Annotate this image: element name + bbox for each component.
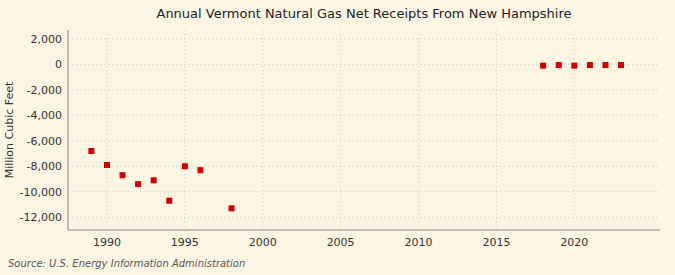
point (571, 63, 577, 69)
grid-line (340, 30, 341, 230)
point (540, 63, 546, 69)
grid-line (68, 89, 660, 90)
grid-line (68, 166, 660, 167)
point (88, 148, 94, 154)
y-tick-label: 2,000 (31, 33, 63, 46)
grid-line (418, 30, 419, 230)
background (0, 0, 675, 275)
point (587, 62, 593, 68)
point (151, 177, 157, 183)
y-axis-label: Million Cubic Feet (3, 81, 16, 178)
grid-line (68, 38, 660, 39)
point (602, 62, 608, 68)
y-tick-label: -4,000 (27, 109, 62, 122)
x-tick-label: 2020 (560, 236, 588, 249)
point (197, 167, 203, 173)
grid-line (68, 140, 660, 141)
y-tick-label: -2,000 (27, 84, 62, 97)
point (135, 181, 141, 187)
grid-line (68, 64, 660, 65)
grid-line (68, 115, 660, 116)
grid-line (262, 30, 263, 230)
point (618, 62, 624, 68)
y-tick-label: -12,000 (20, 211, 62, 224)
grid (68, 30, 660, 230)
grid-line (106, 30, 107, 230)
y-axis-line (68, 30, 69, 230)
x-tick-label: 1990 (93, 236, 121, 249)
y-tick-label: -6,000 (27, 135, 62, 148)
y-tick-label: -10,000 (20, 186, 62, 199)
point (182, 163, 188, 169)
points (88, 62, 624, 211)
y-tick-label: 0 (55, 58, 62, 71)
grid-line (68, 217, 660, 218)
source-note: Source: U.S. Energy Information Administ… (8, 258, 245, 269)
x-tick-label: 2010 (405, 236, 433, 249)
grid-line (184, 30, 185, 230)
grid-line (574, 30, 575, 230)
x-tick-label: 1995 (171, 236, 199, 249)
y-tick-label: -8,000 (27, 160, 62, 173)
point (120, 172, 126, 178)
point (166, 198, 172, 204)
point (104, 162, 110, 168)
x-tick-label: 2000 (249, 236, 277, 249)
x-tick-label: 2015 (482, 236, 510, 249)
chart: 2,000 0 -2,000 -4,000 -6,000 -8,000 -10,000 -12… (0, 0, 675, 275)
title: Annual Vermont Natural Gas Net Receipts … (156, 6, 571, 21)
grid-line (68, 191, 660, 192)
x-axis-line (68, 230, 660, 231)
x-tick-label: 2005 (327, 236, 355, 249)
grid-line (496, 30, 497, 230)
point (556, 62, 562, 68)
point (229, 205, 235, 211)
